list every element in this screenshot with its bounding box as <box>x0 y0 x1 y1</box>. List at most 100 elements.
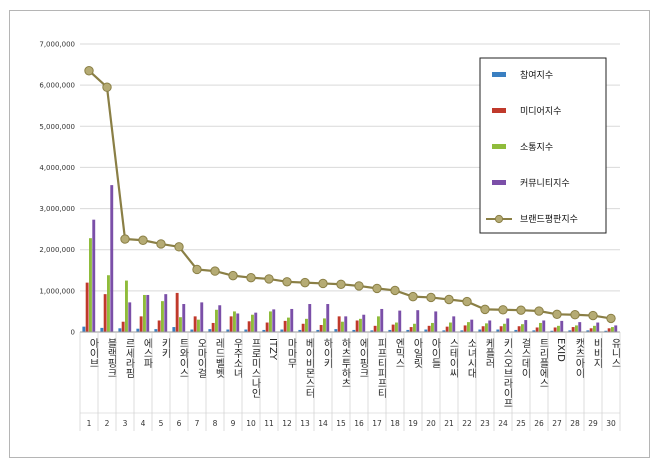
bar <box>424 329 428 332</box>
bar <box>269 311 272 332</box>
bar <box>326 304 330 332</box>
bar <box>121 321 125 332</box>
bar <box>478 329 482 332</box>
y-tick-label: 7,000,000 <box>39 41 75 49</box>
bar-series <box>82 185 618 332</box>
line-point <box>138 235 148 245</box>
category-label: 트리플에스 <box>537 338 549 388</box>
bar <box>103 294 107 332</box>
bar <box>128 302 132 332</box>
bar <box>125 280 128 332</box>
category-label: 에이핑크 <box>357 338 369 378</box>
line-point <box>336 279 346 289</box>
bar <box>146 294 150 332</box>
rank-number: 10 <box>246 419 256 428</box>
bar <box>398 310 402 332</box>
bar <box>89 238 92 332</box>
bar <box>100 327 104 332</box>
bar <box>175 292 179 332</box>
bar <box>161 301 164 332</box>
rank-number: 6 <box>177 419 182 428</box>
bar <box>118 328 122 332</box>
bar <box>406 329 410 332</box>
line-point <box>120 234 130 244</box>
bar <box>586 330 590 332</box>
bar <box>362 314 366 332</box>
bar <box>247 321 251 332</box>
y-tick-label: 3,000,000 <box>39 205 75 213</box>
line-point <box>102 82 112 92</box>
line-point <box>390 285 400 296</box>
bar <box>334 329 338 332</box>
line-point <box>174 242 184 252</box>
rank-number: 3 <box>123 419 128 428</box>
bar <box>460 330 464 332</box>
bar <box>164 294 168 332</box>
bar <box>200 302 204 332</box>
category-label: 베이비몬스터 <box>303 338 315 399</box>
rank-number: 22 <box>462 419 472 428</box>
rank-number: 9 <box>231 419 236 428</box>
bar <box>593 325 596 332</box>
rank-number: 21 <box>444 419 454 428</box>
category-label: 트와이스 <box>177 338 189 378</box>
rank-number: 19 <box>408 419 418 428</box>
brand-reputation-chart: 0 1,000,000 2,000,000 3,000,000 4,000,000 5,0… <box>39 41 621 431</box>
line-point <box>462 296 472 307</box>
bar <box>496 329 500 332</box>
line-point <box>156 239 166 249</box>
bar <box>514 329 518 332</box>
bar <box>452 316 456 332</box>
bar <box>337 316 341 332</box>
line-point <box>552 309 562 320</box>
bar <box>485 323 488 332</box>
bar <box>182 304 186 332</box>
bar <box>280 329 284 332</box>
bar <box>85 282 89 332</box>
bar <box>254 312 258 332</box>
bar <box>211 322 215 332</box>
bar <box>377 316 380 332</box>
bar <box>215 309 218 332</box>
bar <box>236 313 240 332</box>
category-label: 키키 <box>159 338 171 359</box>
line-point <box>246 272 256 283</box>
category-label: 케플러 <box>483 338 495 369</box>
legend-swatch <box>492 144 506 149</box>
bar <box>557 325 560 332</box>
bar <box>287 317 290 332</box>
bar <box>524 320 528 332</box>
category-label: 소녀시대 <box>465 338 477 379</box>
category-label: 레드벨벳 <box>213 338 225 379</box>
line-point <box>498 305 508 315</box>
line-point <box>516 305 526 315</box>
y-tick-label: 0 <box>71 329 75 337</box>
bar <box>503 323 506 332</box>
bar <box>143 294 146 332</box>
line-point <box>444 294 454 305</box>
category-label: 마마무 <box>285 338 297 369</box>
bar <box>607 328 611 332</box>
category-label: 하츠투하츠 <box>339 337 351 388</box>
bar <box>190 329 194 332</box>
line-point <box>318 278 328 289</box>
bar <box>319 325 323 332</box>
bar <box>445 326 449 332</box>
category-label: 우주소녀 <box>231 338 243 379</box>
legend-swatch <box>492 72 506 77</box>
bar <box>395 322 398 332</box>
rank-number: 8 <box>213 419 218 428</box>
bar <box>244 329 248 332</box>
rank-number: 26 <box>534 419 544 428</box>
bar <box>470 319 474 332</box>
bar <box>481 326 485 332</box>
y-tick-label: 4,000,000 <box>39 164 75 172</box>
rank-number: 2 <box>105 419 110 428</box>
line-series <box>84 66 616 324</box>
bar <box>539 322 542 332</box>
bar <box>391 324 395 332</box>
category-label: 키스오브라이프 <box>501 338 513 408</box>
y-tick-label: 5,000,000 <box>39 123 75 131</box>
rank-number: 23 <box>480 419 490 428</box>
bar <box>251 314 254 332</box>
